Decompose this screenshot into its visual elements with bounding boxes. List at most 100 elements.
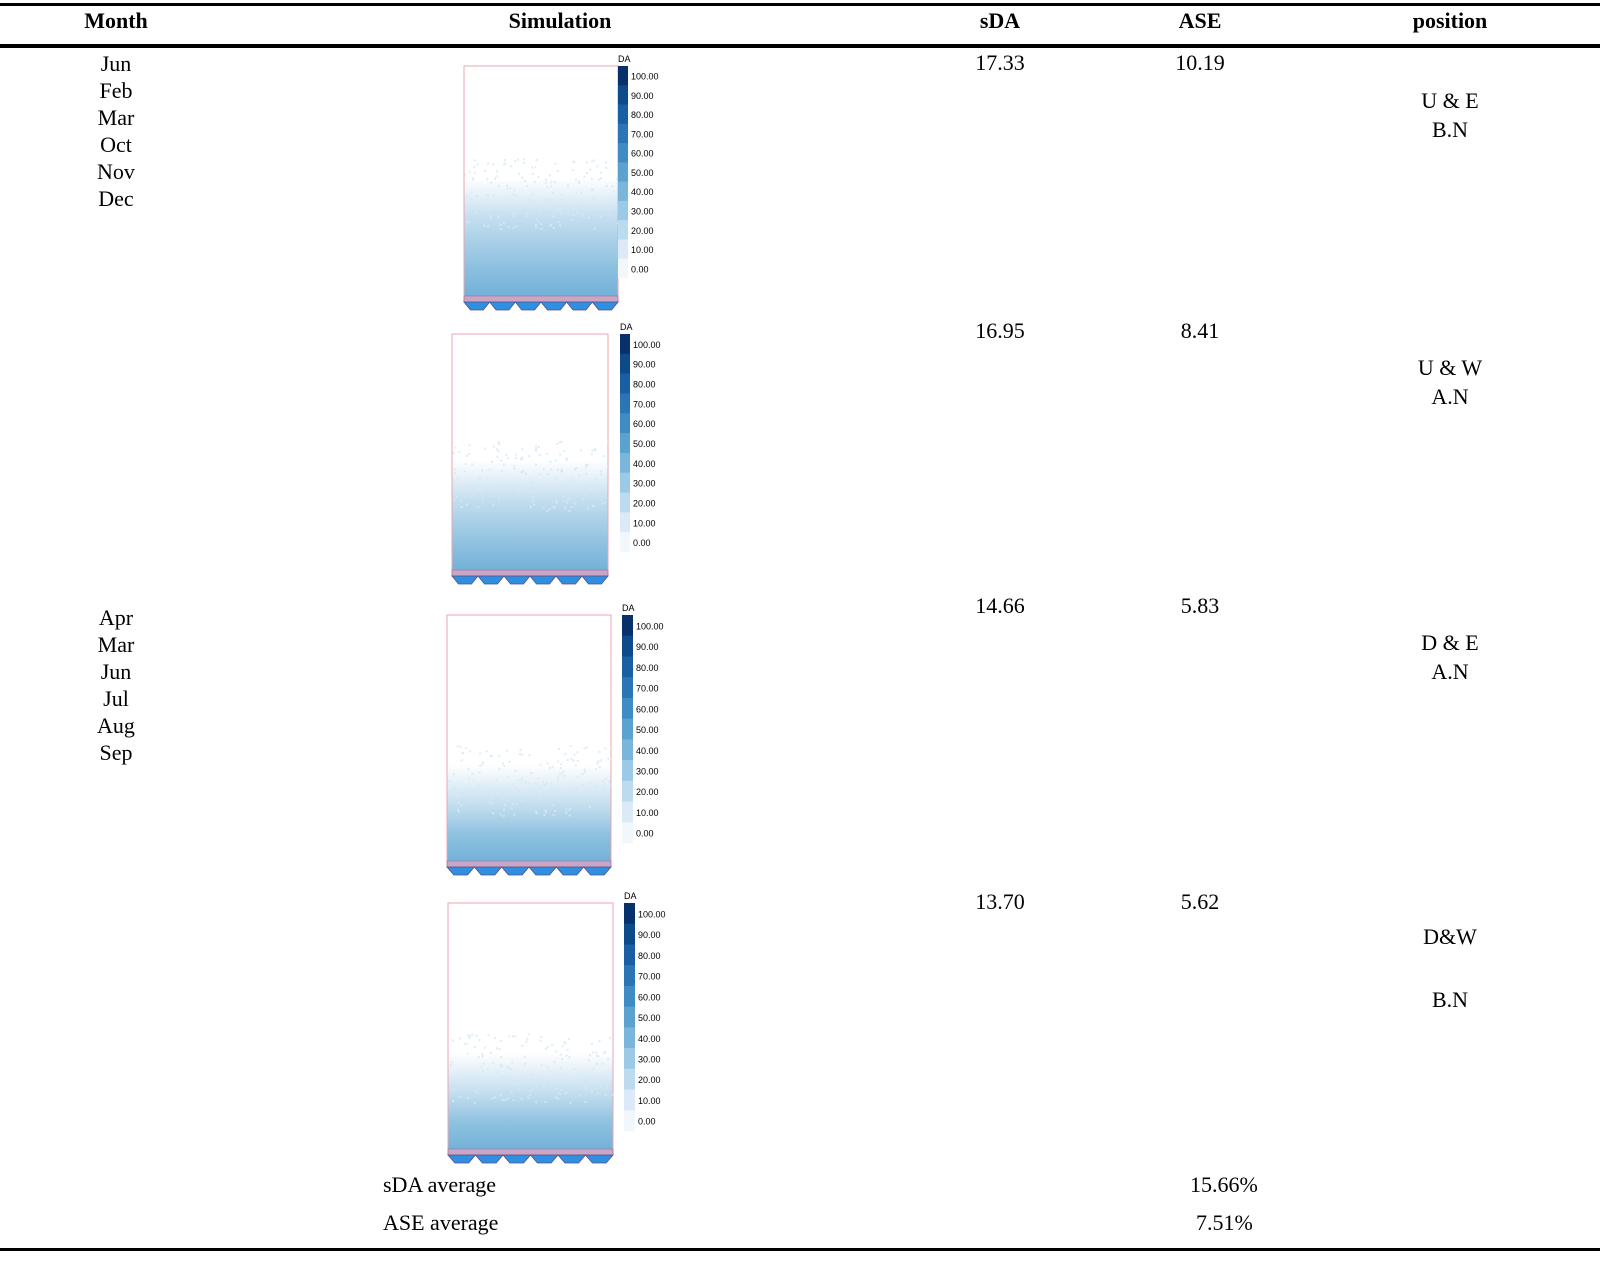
simulation-map-2: DA 100.00 90.00 80.00 70.00 60.00 50.00 40.00 30…	[446, 318, 690, 593]
shading-device	[448, 1155, 476, 1163]
legend-tick-label: 0.00	[631, 264, 649, 274]
position-line1: D & E	[1400, 628, 1500, 657]
month-label: Aug	[66, 712, 166, 739]
legend-tick-label: 100.00	[633, 340, 661, 350]
shading-device	[478, 576, 504, 584]
legend-swatch	[618, 124, 628, 144]
position-line2: B.N	[1400, 950, 1500, 1050]
legend-tick-label: 0.00	[636, 829, 654, 839]
legend-tick-label: 30.00	[631, 207, 654, 217]
legend-tick-label: 0.00	[633, 538, 651, 548]
ase-average-label: ASE average	[383, 1210, 498, 1236]
legend-tick-label: 20.00	[631, 226, 654, 236]
window-strip	[464, 296, 618, 302]
legend-swatch	[622, 760, 633, 781]
legend-swatch	[620, 512, 630, 532]
legend-tick-label: 70.00	[631, 129, 654, 139]
legend-tick-label: 80.00	[631, 110, 654, 120]
legend-tick-label: 50.00	[638, 1013, 661, 1023]
position-line1: U & E	[1400, 86, 1500, 115]
legend-swatch	[624, 1007, 635, 1028]
legend-title: DA	[618, 54, 631, 64]
sda-value-row-2: 16.95	[950, 318, 1050, 344]
legend-tick-label: 70.00	[636, 684, 659, 694]
sda-average-label: sDA average	[383, 1172, 496, 1198]
legend-tick-label: 10.00	[633, 518, 656, 528]
month-label: Jun	[66, 50, 166, 77]
legend-tick-label: 70.00	[638, 972, 661, 982]
ase-value-row-2: 8.41	[1150, 318, 1250, 344]
legend-tick-label: 20.00	[638, 1075, 661, 1085]
shading-device	[567, 302, 593, 310]
legend-tick-label: 60.00	[636, 704, 659, 714]
ase-value-row-4: 5.62	[1150, 889, 1250, 915]
legend-tick-label: 80.00	[638, 951, 661, 961]
shading-device	[515, 302, 541, 310]
shading-device	[592, 302, 618, 310]
sda-average-value: 15.66%	[1190, 1172, 1258, 1198]
shading-device	[530, 576, 556, 584]
position-row-4: D&W B.N	[1400, 924, 1500, 1050]
legend-swatch	[618, 105, 628, 125]
legend-tick-label: 90.00	[636, 642, 659, 652]
header-simulation: Simulation	[460, 8, 660, 34]
daylight-map-area	[448, 903, 613, 1155]
legend-swatch	[620, 374, 630, 394]
position-line2: A.N	[1400, 382, 1500, 411]
simulation-map-3: DA 100.00 90.00 80.00 70.00 60.00 50.00 40.00 30…	[442, 598, 690, 887]
position-line2: A.N	[1400, 657, 1500, 686]
top-rule	[0, 3, 1600, 6]
legend-swatch	[620, 354, 630, 374]
legend-swatch	[624, 986, 635, 1007]
legend-tick-label: 100.00	[638, 909, 666, 919]
legend-swatch	[620, 493, 630, 513]
position-line1: D&W	[1400, 924, 1500, 950]
legend-swatch	[618, 240, 628, 260]
daylight-map-area	[452, 334, 608, 576]
legend-swatch	[622, 739, 633, 760]
legend-tick-label: 0.00	[638, 1117, 656, 1127]
shading-device	[476, 1155, 504, 1163]
bottom-rule	[0, 1248, 1600, 1251]
legend-title: DA	[624, 891, 637, 901]
month-label: Jun	[66, 658, 166, 685]
legend-swatch	[624, 1048, 635, 1069]
ase-value-row-1: 10.19	[1150, 50, 1250, 76]
legend-swatch	[624, 903, 635, 924]
legend-swatch	[622, 802, 633, 823]
legend-tick-label: 10.00	[636, 808, 659, 818]
shading-device	[582, 576, 608, 584]
shading-device	[556, 867, 583, 875]
legend-tick-label: 60.00	[633, 419, 656, 429]
header-sda: sDA	[940, 8, 1060, 34]
shading-device	[504, 576, 530, 584]
legend-swatch	[618, 143, 628, 163]
shading-device	[558, 1155, 586, 1163]
legend-swatch	[618, 162, 628, 182]
legend-tick-label: 30.00	[636, 767, 659, 777]
month-label: Dec	[66, 185, 166, 212]
position-line2: B.N	[1400, 115, 1500, 144]
legend-swatch	[618, 220, 628, 240]
legend-tick-label: 70.00	[633, 399, 656, 409]
legend-swatch	[620, 394, 630, 414]
header-position: position	[1390, 8, 1510, 34]
position-row-2: U & W A.N	[1400, 353, 1500, 411]
window-strip	[452, 570, 608, 576]
legend-tick-label: 50.00	[631, 168, 654, 178]
legend-swatch	[624, 1110, 635, 1131]
legend-swatch	[622, 719, 633, 740]
legend-tick-label: 30.00	[638, 1055, 661, 1065]
legend-tick-label: 90.00	[638, 930, 661, 940]
shading-device	[584, 867, 611, 875]
legend-swatch	[620, 413, 630, 433]
legend-tick-label: 90.00	[631, 91, 654, 101]
shading-device	[529, 867, 556, 875]
month-label: Nov	[66, 158, 166, 185]
legend-tick-label: 50.00	[633, 439, 656, 449]
daylight-map-area	[464, 66, 618, 302]
legend-tick-label: 50.00	[636, 725, 659, 735]
legend-swatch	[620, 473, 630, 493]
legend-swatch	[622, 698, 633, 719]
legend-swatch	[618, 201, 628, 221]
